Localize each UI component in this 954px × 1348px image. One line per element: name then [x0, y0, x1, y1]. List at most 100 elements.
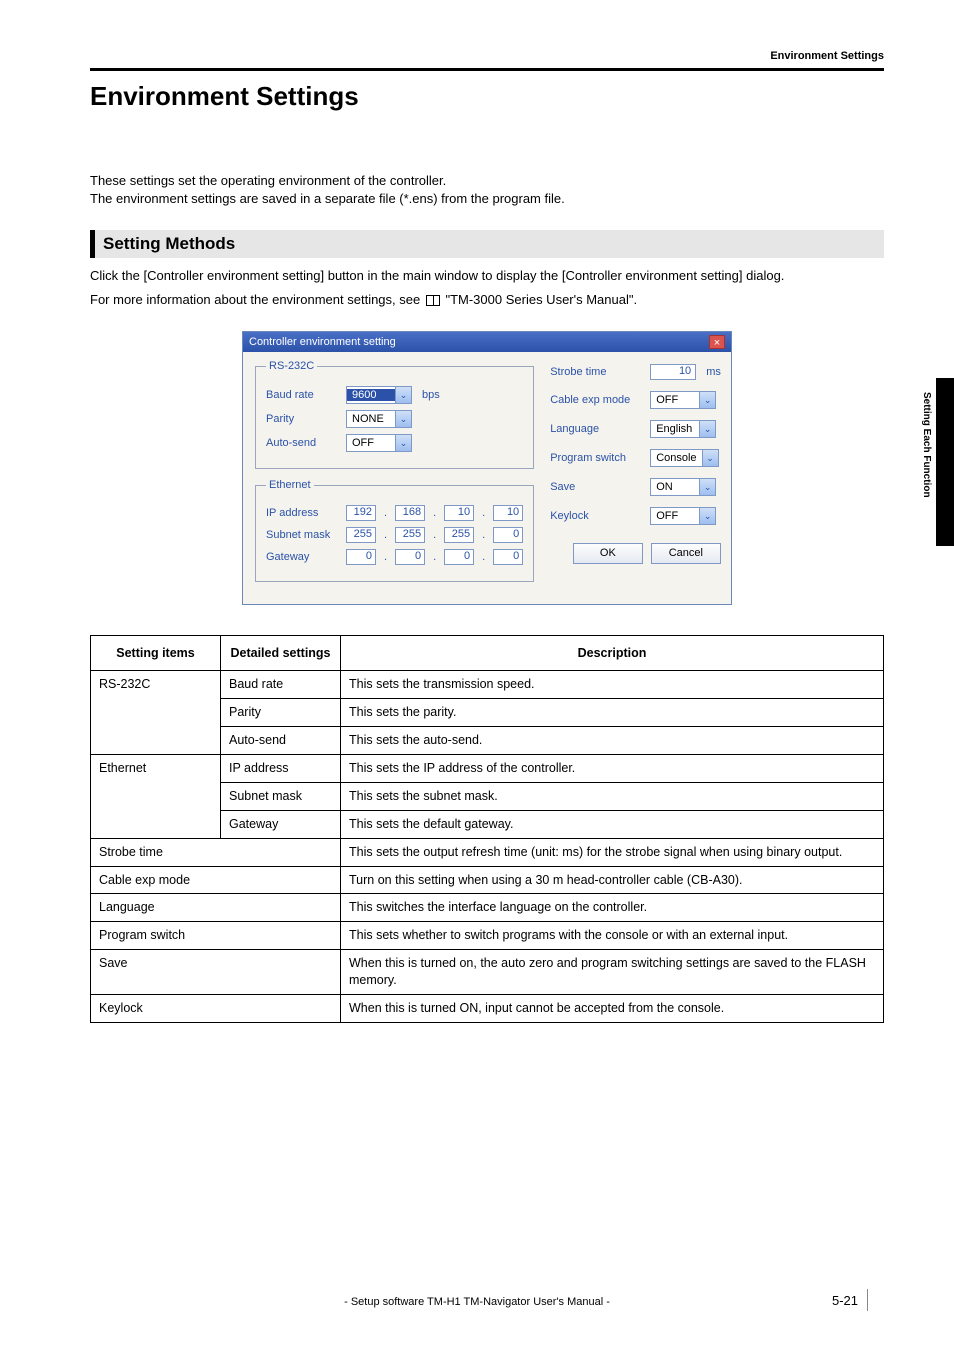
gateway-label: Gateway — [266, 551, 340, 563]
gateway-octet-3[interactable]: 0 — [444, 549, 474, 565]
table-row-item: Strobe time — [91, 838, 341, 866]
footer-text: - Setup software TM-H1 TM-Navigator User… — [344, 1296, 610, 1308]
subnet-octet-4[interactable]: 0 — [493, 527, 523, 543]
table-row-item: Save — [91, 950, 341, 995]
cancel-button[interactable]: Cancel — [651, 543, 721, 564]
ip-octet-3[interactable]: 10 — [444, 505, 474, 521]
save-label: Save — [550, 481, 644, 493]
table-row-item: Keylock — [91, 994, 341, 1022]
body-line-2: For more information about the environme… — [90, 290, 884, 310]
table-row-item: Language — [91, 894, 341, 922]
gateway-octet-1[interactable]: 0 — [346, 549, 376, 565]
page-number: 5-21 — [832, 1293, 858, 1308]
chevron-down-icon: ⌄ — [699, 508, 715, 524]
progsw-label: Program switch — [550, 452, 644, 464]
table-row-desc: This switches the interface language on … — [341, 894, 884, 922]
strobe-input[interactable]: 10 — [650, 364, 696, 380]
table-row-desc: This sets the subnet mask. — [341, 782, 884, 810]
table-row-desc: This sets whether to switch programs wit… — [341, 922, 884, 950]
ip-octet-2[interactable]: 168 — [395, 505, 425, 521]
col-description: Description — [341, 636, 884, 671]
table-row-detail: Auto-send — [221, 727, 341, 755]
ethernet-group: Ethernet IP address 192. 168. 10. 10 Sub… — [255, 479, 534, 582]
table-row-detail: Gateway — [221, 810, 341, 838]
keylock-label: Keylock — [550, 510, 644, 522]
header-rule — [90, 68, 884, 71]
baud-unit: bps — [422, 389, 440, 401]
table-row-detail: Subnet mask — [221, 782, 341, 810]
gateway-octet-4[interactable]: 0 — [493, 549, 523, 565]
intro-block: These settings set the operating environ… — [90, 172, 884, 208]
cable-select[interactable]: OFF ⌄ — [650, 391, 716, 409]
body-line-1: Click the [Controller environment settin… — [90, 266, 884, 286]
table-row-detail: Parity — [221, 699, 341, 727]
table-row-detail: Baud rate — [221, 671, 341, 699]
autosend-value: OFF — [347, 437, 395, 449]
baud-rate-label: Baud rate — [266, 389, 340, 401]
baud-rate-select[interactable]: 9600 ⌄ — [346, 386, 412, 404]
chevron-down-icon: ⌄ — [395, 435, 411, 451]
subnet-octet-3[interactable]: 255 — [444, 527, 474, 543]
settings-table: Setting items Detailed settings Descript… — [90, 635, 884, 1022]
col-setting-items: Setting items — [91, 636, 221, 671]
body-line-2-post: "TM-3000 Series User's Manual". — [445, 292, 637, 307]
ip-label: IP address — [266, 507, 340, 519]
subnet-octet-1[interactable]: 255 — [346, 527, 376, 543]
environment-setting-dialog: Controller environment setting × RS-232C… — [242, 331, 732, 605]
ip-octet-4[interactable]: 10 — [493, 505, 523, 521]
table-row-item: RS-232C — [91, 671, 221, 755]
cable-value: OFF — [651, 394, 699, 406]
table-row-desc: This sets the parity. — [341, 699, 884, 727]
chevron-down-icon: ⌄ — [699, 421, 715, 437]
keylock-select[interactable]: OFF ⌄ — [650, 507, 716, 525]
progsw-value: Console — [651, 452, 701, 464]
table-row-desc: When this is turned ON, input cannot be … — [341, 994, 884, 1022]
table-row-desc: This sets the auto-send. — [341, 727, 884, 755]
language-label: Language — [550, 423, 644, 435]
keylock-value: OFF — [651, 510, 699, 522]
table-row-desc: Turn on this setting when using a 30 m h… — [341, 866, 884, 894]
table-row-desc: This sets the output refresh time (unit:… — [341, 838, 884, 866]
table-row-desc: This sets the transmission speed. — [341, 671, 884, 699]
chevron-down-icon: ⌄ — [395, 411, 411, 427]
strobe-label: Strobe time — [550, 366, 644, 378]
col-detailed-settings: Detailed settings — [221, 636, 341, 671]
running-header: Environment Settings — [90, 50, 884, 62]
autosend-label: Auto-send — [266, 437, 340, 449]
autosend-select[interactable]: OFF ⌄ — [346, 434, 412, 452]
section-heading: Setting Methods — [90, 230, 884, 258]
save-select[interactable]: ON ⌄ — [650, 478, 716, 496]
chevron-down-icon: ⌄ — [702, 450, 718, 466]
chevron-down-icon: ⌄ — [699, 392, 715, 408]
page-footer: - Setup software TM-H1 TM-Navigator User… — [0, 1296, 954, 1308]
ok-button[interactable]: OK — [573, 543, 643, 564]
subnet-octet-2[interactable]: 255 — [395, 527, 425, 543]
rs232c-legend: RS-232C — [266, 360, 317, 372]
footer-rule — [867, 1289, 868, 1311]
page-title: Environment Settings — [90, 81, 884, 112]
chevron-down-icon: ⌄ — [395, 387, 411, 403]
table-row-desc: This sets the IP address of the controll… — [341, 755, 884, 783]
rs232c-group: RS-232C Baud rate 9600 ⌄ bps Parity NONE — [255, 360, 534, 469]
gateway-octet-2[interactable]: 0 — [395, 549, 425, 565]
table-row-desc: This sets the default gateway. — [341, 810, 884, 838]
intro-line-1: These settings set the operating environ… — [90, 172, 884, 190]
dialog-titlebar: Controller environment setting × — [243, 332, 731, 352]
parity-value: NONE — [347, 413, 395, 425]
baud-rate-value: 9600 — [347, 389, 395, 401]
save-value: ON — [651, 481, 699, 493]
strobe-unit: ms — [706, 366, 721, 378]
ip-octet-1[interactable]: 192 — [346, 505, 376, 521]
body-line-2-pre: For more information about the environme… — [90, 292, 424, 307]
close-icon[interactable]: × — [709, 335, 725, 349]
ethernet-legend: Ethernet — [266, 479, 314, 491]
dialog-title-text: Controller environment setting — [249, 336, 396, 348]
parity-select[interactable]: NONE ⌄ — [346, 410, 412, 428]
table-row-item: Ethernet — [91, 755, 221, 839]
cable-label: Cable exp mode — [550, 394, 644, 406]
language-value: English — [651, 423, 699, 435]
manual-reference-icon — [426, 295, 440, 306]
language-select[interactable]: English ⌄ — [650, 420, 716, 438]
progsw-select[interactable]: Console ⌄ — [650, 449, 718, 467]
table-row-item: Program switch — [91, 922, 341, 950]
